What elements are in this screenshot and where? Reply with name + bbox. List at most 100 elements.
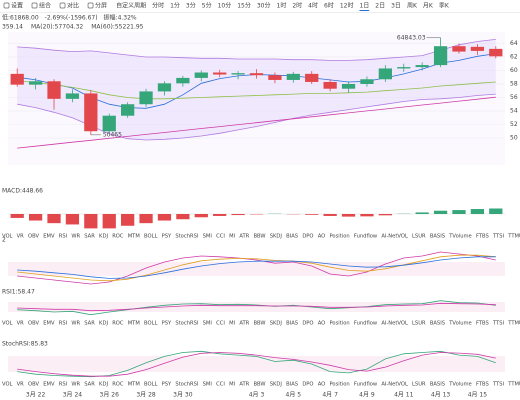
indicator-tab[interactable]: Position (329, 382, 349, 388)
indicator-tab[interactable]: SAR (84, 382, 95, 388)
indicator-tab[interactable]: WR (71, 234, 80, 240)
indicator-tab[interactable]: SMI (203, 382, 213, 388)
indicator-tab[interactable]: AI-NetVOL (381, 234, 408, 240)
period-button[interactable]: 30分 (257, 2, 271, 10)
indicator-tab[interactable]: ATR (239, 321, 249, 327)
indicator-tab[interactable]: LSUR (412, 321, 426, 327)
indicator-tab[interactable]: VOL (2, 234, 13, 240)
indicator-tab[interactable]: TTMU (507, 321, 520, 327)
indicator-tab[interactable]: MI (229, 234, 235, 240)
indicator-tab[interactable]: TTMU (507, 234, 520, 240)
period-button[interactable]: 周K (407, 3, 418, 10)
indicator-tab[interactable]: TVolume (448, 321, 471, 327)
indicator-tab[interactable]: BASIS (430, 382, 445, 388)
period-button[interactable]: 分时 (152, 2, 164, 10)
indicator-tab[interactable]: SKDJ (270, 234, 283, 240)
indicator-tab[interactable]: SAR (84, 321, 95, 327)
indicator-tab[interactable]: CCI (216, 382, 225, 388)
indicator-tab[interactable]: VR (17, 382, 25, 388)
toolbar-button[interactable]: 设置 (11, 2, 23, 10)
indicator-tab[interactable]: BASIS (430, 234, 445, 240)
indicator-tab[interactable]: PSY (162, 321, 172, 327)
indicator-tab[interactable]: BIAS (286, 321, 298, 327)
indicator-tab[interactable]: MTM (128, 234, 140, 240)
indicator-tab[interactable]: CCI (216, 234, 225, 240)
indicator-tab[interactable]: TTSI (492, 321, 505, 327)
indicator-tab[interactable]: Fundflow (354, 321, 378, 327)
indicator-tab[interactable]: KDJ (99, 321, 108, 327)
period-button[interactable]: 6时 (324, 2, 334, 10)
indicator-tab[interactable]: WR (71, 321, 80, 327)
indicator-tab[interactable]: TTSI (492, 234, 505, 240)
indicator-tab[interactable]: BIAS (286, 382, 298, 388)
period-button[interactable]: 2时 (292, 2, 302, 10)
indicator-tab[interactable]: VR (17, 321, 25, 327)
indicator-tab[interactable]: VOL (2, 382, 13, 388)
indicator-tab[interactable]: MI (229, 382, 235, 388)
indicator-tab[interactable]: KDJ (99, 382, 108, 388)
indicator-tab[interactable]: FTBS (476, 382, 489, 388)
indicator-tab[interactable]: DPO (302, 382, 313, 388)
indicator-tab[interactable]: SKDJ (270, 321, 283, 327)
period-button[interactable]: 3分 (186, 2, 196, 10)
period-button[interactable]: 4时 (308, 2, 318, 10)
indicator-tab[interactable]: ATR (239, 382, 249, 388)
indicator-tab[interactable]: AI-NetVOL (381, 321, 408, 327)
toolbar-button[interactable]: 对比 (67, 2, 79, 10)
indicator-tab[interactable]: SAR (84, 234, 95, 240)
period-button[interactable]: 1分 (170, 2, 180, 10)
indicator-tab[interactable]: SKDJ (270, 382, 283, 388)
indicator-tab[interactable]: RSI (59, 382, 68, 388)
indicator-tab[interactable]: MI (229, 321, 235, 327)
indicator-tab[interactable]: OBV (28, 382, 39, 388)
indicator-tab[interactable]: AO (318, 382, 326, 388)
indicator-tab[interactable]: Position (329, 234, 349, 240)
indicator-tab[interactable]: MTM (128, 382, 140, 388)
indicator-tab[interactable]: ROC (112, 382, 124, 388)
indicator-tab[interactable]: RSI (59, 321, 68, 327)
indicator-tab[interactable]: AI-NetVOL (381, 382, 408, 388)
period-button[interactable]: 2日 (375, 3, 385, 10)
indicator-tab[interactable]: PSY (162, 382, 172, 388)
indicator-tab[interactable]: FTBS (476, 234, 489, 240)
indicator-tab[interactable]: SMI (203, 321, 213, 327)
indicator-tab[interactable]: AO (318, 234, 326, 240)
indicator-tab[interactable]: BOLL (144, 321, 157, 327)
indicator-tab[interactable]: StochRSI (175, 382, 199, 388)
indicator-tab[interactable]: OBV (28, 321, 39, 327)
toolbar-button[interactable]: 分屏 (95, 2, 107, 10)
indicator-tab[interactable]: BOLL (144, 382, 157, 388)
indicator-tab[interactable]: Position (329, 321, 349, 327)
indicator-tab[interactable]: AO (318, 321, 326, 327)
period-button[interactable]: 1日 (359, 3, 369, 10)
indicator-tab[interactable]: TVolume (448, 382, 471, 388)
indicator-tab[interactable]: KDJ (99, 234, 108, 240)
period-button[interactable]: 12时 (340, 2, 354, 10)
period-button[interactable]: 15分 (237, 2, 251, 10)
indicator-tab[interactable]: LSUR (412, 234, 426, 240)
indicator-tab[interactable]: Fundflow (354, 382, 378, 388)
indicator-tab[interactable]: TVolume (448, 234, 471, 240)
indicator-tab[interactable]: PSY (162, 234, 172, 240)
period-button[interactable]: 自定义周期 (116, 2, 146, 10)
indicator-tab[interactable]: ATR (239, 234, 249, 240)
indicator-tab[interactable]: BBW (253, 321, 265, 327)
indicator-tab[interactable]: WR (71, 382, 80, 388)
period-button[interactable]: 1时 (277, 2, 287, 10)
indicator-tab[interactable]: StochRSI (175, 321, 199, 327)
indicator-tab[interactable]: RSI (59, 234, 68, 240)
indicator-tab[interactable]: MTM (128, 321, 140, 327)
indicator-tab[interactable]: CCI (216, 321, 225, 327)
indicator-tab[interactable]: EMV (43, 382, 55, 388)
indicator-tab[interactable]: TTSI (492, 382, 505, 388)
period-button[interactable]: 月K (423, 3, 434, 10)
indicator-tab[interactable]: DPO (302, 234, 313, 240)
indicator-tab[interactable]: BBW (253, 234, 265, 240)
indicator-tab[interactable]: VOL (2, 321, 13, 327)
indicator-tab[interactable]: VR (17, 234, 25, 240)
indicator-tab[interactable]: Fundflow (354, 234, 378, 240)
period-button[interactable]: 季K (439, 2, 450, 10)
indicator-tab[interactable]: DPO (302, 321, 313, 327)
indicator-tab[interactable]: EMV (43, 234, 55, 240)
indicator-tab[interactable]: BIAS (286, 234, 298, 240)
